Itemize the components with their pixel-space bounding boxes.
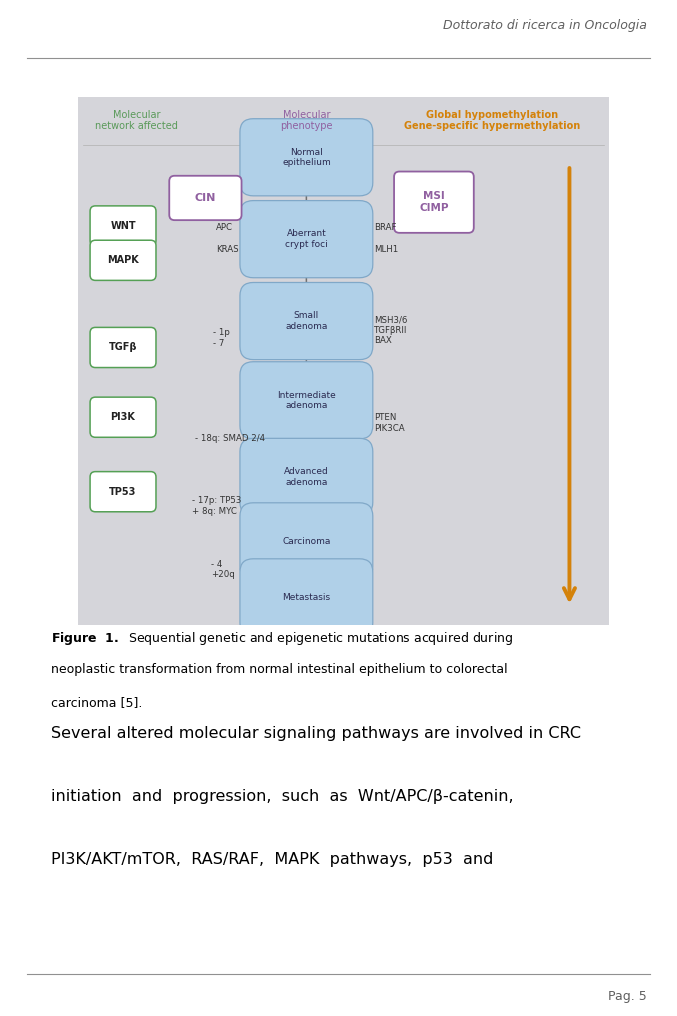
Text: BRAF: BRAF	[374, 224, 397, 232]
Text: Global hypomethylation
Gene-specific hypermethylation: Global hypomethylation Gene-specific hyp…	[404, 110, 580, 131]
Text: Several altered molecular signaling pathways are involved in CRC: Several altered molecular signaling path…	[51, 726, 581, 742]
Text: KRAS: KRAS	[216, 245, 239, 254]
Text: MSI
CIMP: MSI CIMP	[419, 191, 449, 213]
Text: Molecular
phenotype: Molecular phenotype	[280, 110, 332, 131]
Text: PI3K: PI3K	[110, 412, 135, 423]
Text: Molecular
network affected: Molecular network affected	[95, 110, 178, 131]
Text: Intermediate
adenoma: Intermediate adenoma	[277, 390, 336, 410]
Text: Normal
epithelium: Normal epithelium	[282, 147, 331, 167]
FancyBboxPatch shape	[90, 206, 156, 246]
Text: Aberrant
crypt foci: Aberrant crypt foci	[285, 230, 328, 249]
Text: APC: APC	[216, 224, 233, 232]
Text: neoplastic transformation from normal intestinal epithelium to colorectal: neoplastic transformation from normal in…	[51, 662, 507, 676]
FancyBboxPatch shape	[169, 176, 242, 220]
FancyBboxPatch shape	[90, 471, 156, 512]
Text: CIN: CIN	[195, 193, 216, 203]
FancyBboxPatch shape	[90, 397, 156, 437]
FancyBboxPatch shape	[240, 119, 373, 196]
Text: carcinoma [5].: carcinoma [5].	[51, 696, 142, 708]
FancyBboxPatch shape	[240, 559, 373, 636]
FancyBboxPatch shape	[74, 92, 613, 629]
Text: Small
adenoma: Small adenoma	[285, 311, 328, 331]
FancyBboxPatch shape	[240, 362, 373, 439]
Text: initiation  and  progression,  such  as  Wnt/APC/β-catenin,: initiation and progression, such as Wnt/…	[51, 789, 513, 805]
Text: $\bf{Figure\ \ 1.}$  Sequential genetic and epigenetic mutations acquired during: $\bf{Figure\ \ 1.}$ Sequential genetic a…	[51, 630, 513, 647]
Text: - 1p
- 7: - 1p - 7	[213, 328, 230, 347]
FancyBboxPatch shape	[240, 438, 373, 515]
FancyBboxPatch shape	[90, 240, 156, 280]
Text: MSH3/6
TGFβRII
BAX: MSH3/6 TGFβRII BAX	[374, 315, 408, 345]
Text: Metastasis: Metastasis	[282, 593, 330, 601]
Text: - 17p: TP53
+ 8q: MYC: - 17p: TP53 + 8q: MYC	[192, 496, 242, 516]
Text: WNT: WNT	[110, 220, 136, 231]
Text: PTEN
PIK3CA: PTEN PIK3CA	[374, 414, 405, 433]
FancyBboxPatch shape	[240, 282, 373, 360]
Text: - 4
+20q: - 4 +20q	[211, 560, 234, 579]
Text: MAPK: MAPK	[107, 255, 139, 265]
FancyBboxPatch shape	[90, 327, 156, 368]
Text: TP53: TP53	[110, 487, 137, 497]
Text: PI3K/AKT/mTOR,  RAS/RAF,  MAPK  pathways,  p53  and: PI3K/AKT/mTOR, RAS/RAF, MAPK pathways, p…	[51, 852, 493, 868]
FancyBboxPatch shape	[240, 503, 373, 580]
FancyBboxPatch shape	[240, 200, 373, 277]
Text: Carcinoma: Carcinoma	[282, 536, 330, 546]
Text: Pag. 5: Pag. 5	[608, 990, 647, 1003]
Text: - 18q: SMAD 2/4: - 18q: SMAD 2/4	[195, 435, 265, 443]
FancyBboxPatch shape	[394, 172, 474, 233]
Text: TGFβ: TGFβ	[109, 342, 137, 353]
Text: Advanced
adenoma: Advanced adenoma	[284, 467, 329, 487]
Text: MLH1: MLH1	[374, 245, 399, 254]
Text: Dottorato di ricerca in Oncologia: Dottorato di ricerca in Oncologia	[443, 18, 647, 31]
